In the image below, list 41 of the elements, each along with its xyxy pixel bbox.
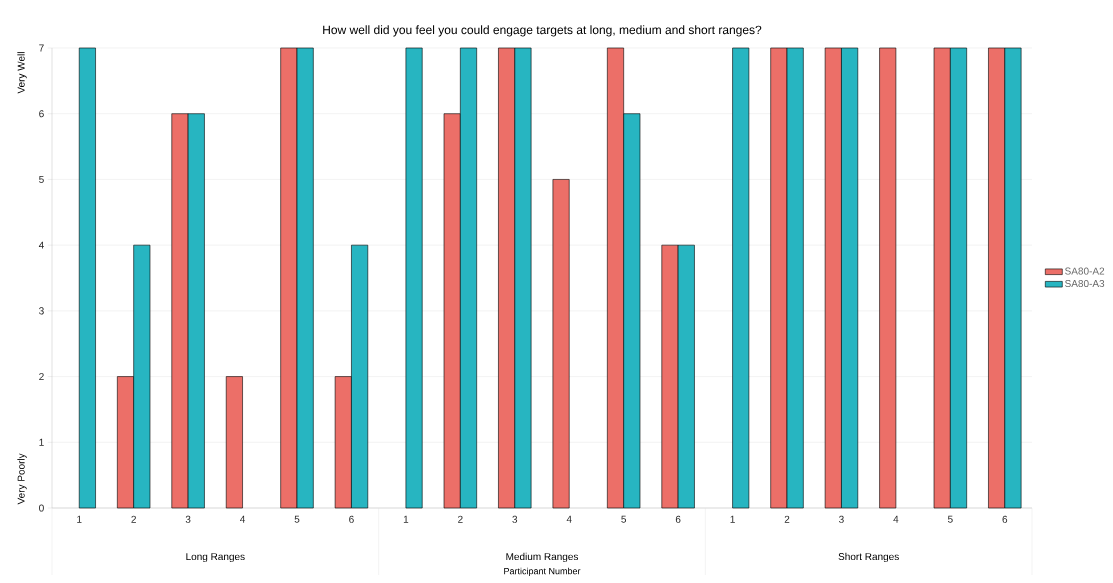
x-tick-label: 6: [349, 515, 354, 523]
chart-title: How well did you feel you could engage targets at long, medium and short ranges?: [323, 25, 762, 37]
x-tick-label: 3: [512, 515, 518, 523]
x-tick-label: 2: [784, 515, 790, 523]
legend-label: SA80-A3: [1065, 279, 1105, 288]
bar: [879, 47, 897, 509]
x-tick-label: 1: [77, 515, 82, 523]
text: Long Ranges: [186, 553, 245, 563]
text: Very Poorly: [17, 453, 27, 505]
x-tick-label: 3: [185, 515, 191, 523]
bar: [405, 47, 423, 509]
bar: [732, 47, 750, 509]
x-tick-label: 5: [621, 515, 627, 523]
x-tick-label: 6: [1002, 515, 1008, 523]
x-tick-label: 5: [294, 515, 300, 523]
x-tick-label: 1: [403, 515, 409, 523]
x-tick-label: 4: [893, 515, 899, 523]
legend-label: SA80-A2: [1065, 267, 1105, 275]
x-tick-label: 4: [240, 515, 246, 523]
bar: [552, 179, 570, 509]
y-tick-label: 4: [38, 241, 44, 249]
y-tick-label: 2: [39, 373, 44, 381]
x-tick-label: 1: [730, 515, 735, 523]
y-tick-label: 0: [39, 504, 44, 512]
y-tick-label: 3: [39, 307, 44, 315]
x-tick-label: 2: [458, 515, 463, 523]
x-axis-title: Participant Number: [504, 567, 581, 577]
text: Medium Ranges: [506, 552, 579, 563]
y-tick-label: 1: [39, 438, 44, 446]
y-tick-label: 5: [39, 175, 44, 183]
y-tick-label: 6: [39, 110, 44, 118]
bar: [225, 376, 243, 509]
bar: [78, 47, 96, 509]
text: Very Well: [17, 52, 27, 94]
x-tick-label: 2: [131, 515, 136, 523]
x-tick-label: 5: [947, 515, 953, 523]
x-tick-label: 4: [566, 515, 572, 523]
text: Short Ranges: [838, 552, 899, 563]
x-tick-label: 6: [675, 515, 681, 523]
y-tick-label: 7: [39, 44, 44, 52]
x-tick-label: 3: [839, 515, 844, 523]
